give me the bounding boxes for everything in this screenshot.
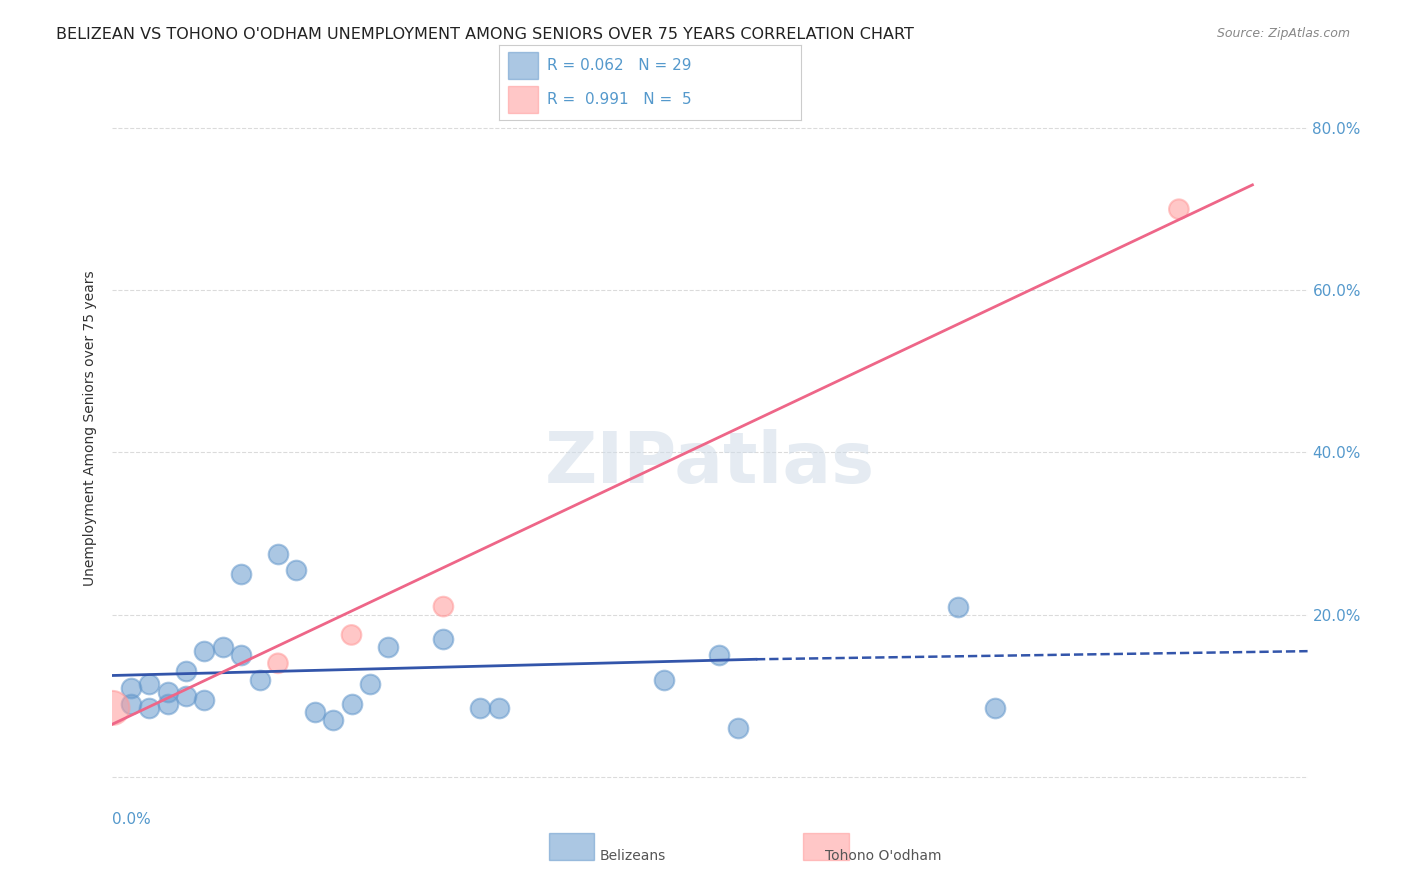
Point: [231, 648, 253, 663]
Text: 0.0%: 0.0%: [112, 813, 152, 827]
Text: Belizeans: Belizeans: [599, 849, 665, 863]
Point: [432, 632, 454, 646]
Point: [193, 693, 215, 707]
Point: [138, 701, 160, 715]
Point: [948, 599, 970, 614]
Point: [267, 657, 290, 671]
Point: [727, 721, 749, 735]
Point: [193, 644, 215, 658]
Point: [156, 684, 179, 698]
Point: [322, 713, 344, 727]
Text: Tohono O'odham: Tohono O'odham: [825, 849, 942, 863]
Point: [470, 701, 492, 715]
Point: [652, 673, 675, 687]
Point: [174, 689, 197, 703]
Point: [120, 681, 142, 695]
Point: [304, 705, 326, 719]
Bar: [508, 52, 538, 78]
Point: [285, 563, 308, 577]
Point: [174, 665, 197, 679]
Point: [359, 676, 381, 690]
Point: [138, 676, 160, 690]
Point: [231, 567, 253, 582]
Point: [709, 648, 731, 663]
Y-axis label: Unemployment Among Seniors over 75 years: Unemployment Among Seniors over 75 years: [83, 270, 97, 586]
Text: BELIZEAN VS TOHONO O'ODHAM UNEMPLOYMENT AMONG SENIORS OVER 75 YEARS CORRELATION : BELIZEAN VS TOHONO O'ODHAM UNEMPLOYMENT …: [56, 27, 914, 42]
Text: Source: ZipAtlas.com: Source: ZipAtlas.com: [1216, 27, 1350, 40]
Point: [120, 697, 142, 711]
Point: [1167, 202, 1189, 217]
Point: [249, 673, 271, 687]
Text: R = 0.062   N = 29: R = 0.062 N = 29: [547, 58, 692, 73]
Point: [984, 701, 1007, 715]
Point: [432, 599, 454, 614]
Bar: [508, 87, 538, 112]
FancyBboxPatch shape: [803, 833, 849, 860]
Point: [340, 628, 363, 642]
Point: [267, 547, 290, 561]
Point: [488, 701, 510, 715]
Point: [101, 701, 124, 715]
Point: [156, 697, 179, 711]
Point: [211, 640, 233, 654]
Text: ZIPatlas: ZIPatlas: [546, 429, 875, 499]
Point: [340, 697, 363, 711]
Text: R =  0.991   N =  5: R = 0.991 N = 5: [547, 93, 692, 107]
FancyBboxPatch shape: [548, 833, 595, 860]
Point: [377, 640, 399, 654]
